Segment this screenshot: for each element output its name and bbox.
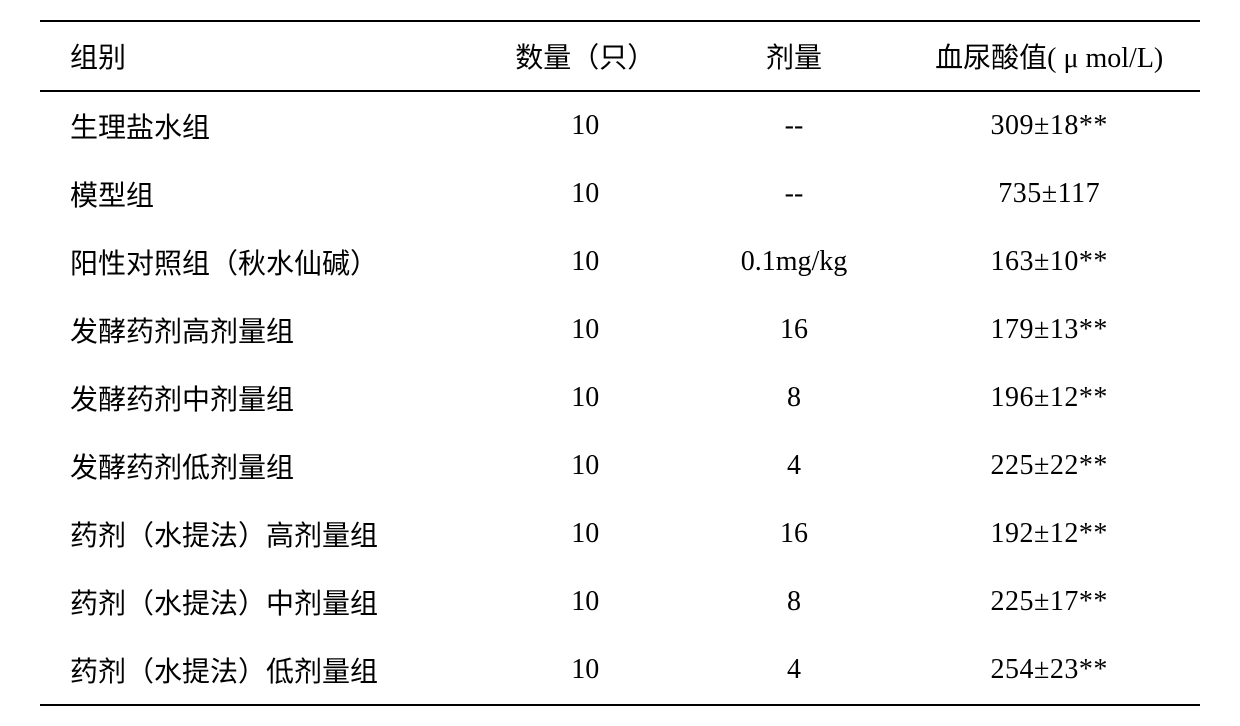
cell-count: 10 xyxy=(481,500,690,568)
cell-count: 10 xyxy=(481,296,690,364)
cell-value: 309±18** xyxy=(898,91,1200,160)
cell-value: 179±13** xyxy=(898,296,1200,364)
table-row: 发酵药剂高剂量组 10 16 179±13** xyxy=(40,296,1200,364)
cell-value: 225±22** xyxy=(898,432,1200,500)
cell-dose: -- xyxy=(690,160,899,228)
cell-dose: 0.1mg/kg xyxy=(690,228,899,296)
cell-group: 发酵药剂低剂量组 xyxy=(40,432,481,500)
cell-count: 10 xyxy=(481,568,690,636)
table-row: 生理盐水组 10 -- 309±18** xyxy=(40,91,1200,160)
table-row: 发酵药剂中剂量组 10 8 196±12** xyxy=(40,364,1200,432)
table-header-row: 组别 数量（只） 剂量 血尿酸值( μ mol/L) xyxy=(40,21,1200,91)
cell-group: 阳性对照组（秋水仙碱） xyxy=(40,228,481,296)
cell-count: 10 xyxy=(481,364,690,432)
cell-group: 发酵药剂高剂量组 xyxy=(40,296,481,364)
table-row: 阳性对照组（秋水仙碱） 10 0.1mg/kg 163±10** xyxy=(40,228,1200,296)
header-count: 数量（只） xyxy=(481,21,690,91)
cell-value: 163±10** xyxy=(898,228,1200,296)
cell-value: 735±117 xyxy=(898,160,1200,228)
table-row: 药剂（水提法）中剂量组 10 8 225±17** xyxy=(40,568,1200,636)
cell-count: 10 xyxy=(481,432,690,500)
cell-dose: 4 xyxy=(690,636,899,705)
data-table: 组别 数量（只） 剂量 血尿酸值( μ mol/L) 生理盐水组 10 -- 3… xyxy=(40,20,1200,706)
cell-dose: 16 xyxy=(690,296,899,364)
cell-dose: 8 xyxy=(690,568,899,636)
header-group: 组别 xyxy=(40,21,481,91)
table-body: 生理盐水组 10 -- 309±18** 模型组 10 -- 735±117 阳… xyxy=(40,91,1200,705)
cell-group: 模型组 xyxy=(40,160,481,228)
table-row: 药剂（水提法）低剂量组 10 4 254±23** xyxy=(40,636,1200,705)
cell-group: 药剂（水提法）高剂量组 xyxy=(40,500,481,568)
cell-dose: 16 xyxy=(690,500,899,568)
cell-dose: 8 xyxy=(690,364,899,432)
header-dose: 剂量 xyxy=(690,21,899,91)
cell-group: 生理盐水组 xyxy=(40,91,481,160)
cell-value: 192±12** xyxy=(898,500,1200,568)
cell-group: 发酵药剂中剂量组 xyxy=(40,364,481,432)
cell-dose: 4 xyxy=(690,432,899,500)
header-value: 血尿酸值( μ mol/L) xyxy=(898,21,1200,91)
table-row: 模型组 10 -- 735±117 xyxy=(40,160,1200,228)
cell-count: 10 xyxy=(481,91,690,160)
cell-count: 10 xyxy=(481,636,690,705)
cell-value: 196±12** xyxy=(898,364,1200,432)
cell-value: 254±23** xyxy=(898,636,1200,705)
table-row: 药剂（水提法）高剂量组 10 16 192±12** xyxy=(40,500,1200,568)
cell-dose: -- xyxy=(690,91,899,160)
table-row: 发酵药剂低剂量组 10 4 225±22** xyxy=(40,432,1200,500)
cell-count: 10 xyxy=(481,160,690,228)
cell-value: 225±17** xyxy=(898,568,1200,636)
cell-group: 药剂（水提法）低剂量组 xyxy=(40,636,481,705)
cell-count: 10 xyxy=(481,228,690,296)
cell-group: 药剂（水提法）中剂量组 xyxy=(40,568,481,636)
